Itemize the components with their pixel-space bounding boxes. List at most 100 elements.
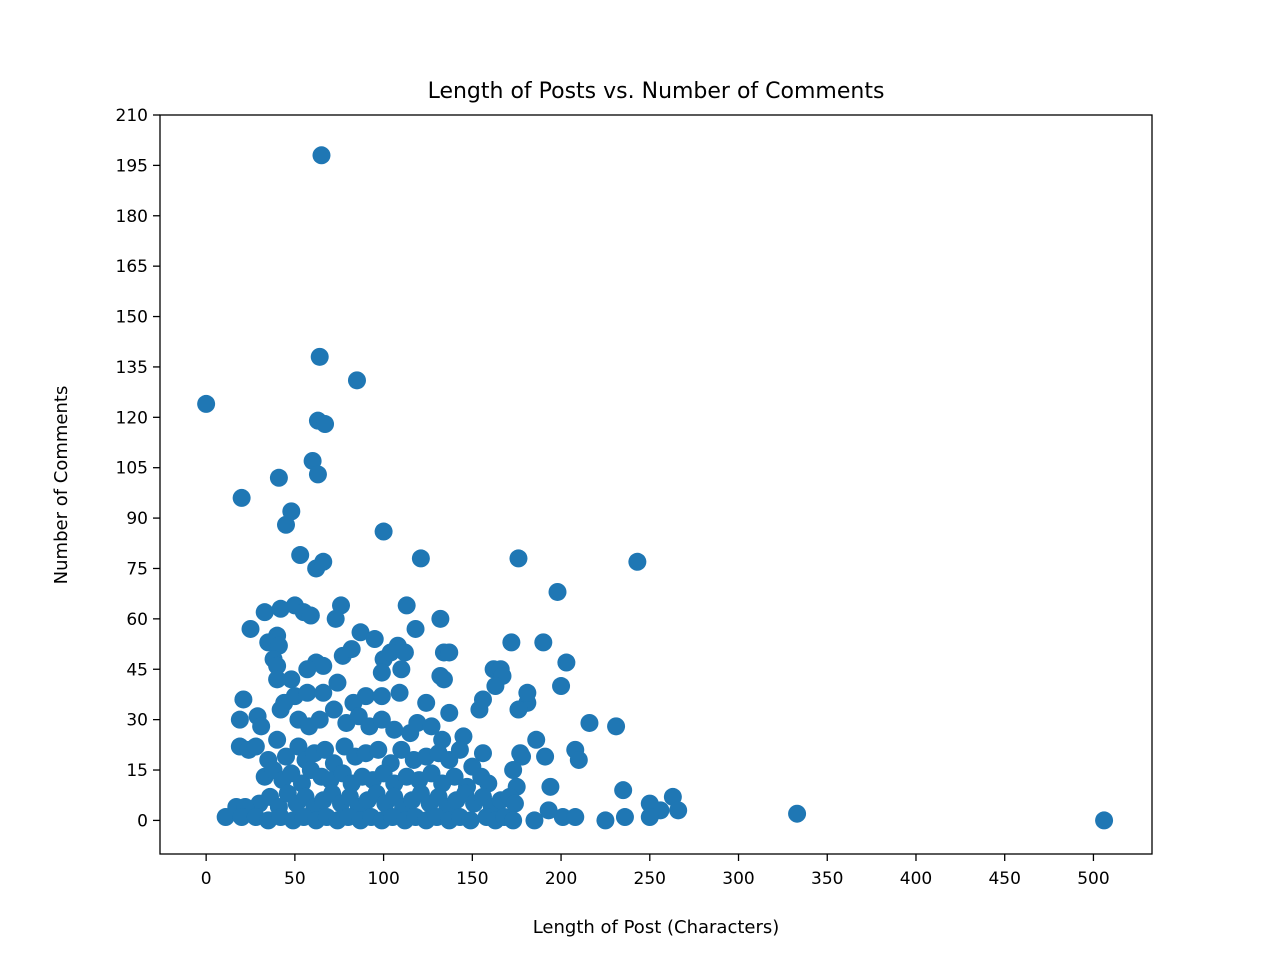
data-point <box>369 740 388 759</box>
x-tick-label: 0 <box>201 869 212 889</box>
data-point <box>513 747 532 766</box>
data-point <box>548 582 567 601</box>
data-point <box>301 606 320 625</box>
y-tick-label: 45 <box>126 660 148 680</box>
y-tick-label: 120 <box>116 408 148 428</box>
data-point <box>268 730 287 749</box>
data-point <box>509 549 528 568</box>
x-tick-label: 300 <box>722 869 754 889</box>
data-point <box>422 717 441 736</box>
data-point <box>298 683 317 702</box>
x-tick-label: 500 <box>1077 869 1109 889</box>
data-points <box>197 146 1114 830</box>
data-point <box>324 700 343 719</box>
data-point <box>788 804 807 823</box>
data-point <box>271 599 290 618</box>
data-point <box>310 347 329 366</box>
y-tick-label: 165 <box>116 257 148 277</box>
data-point <box>241 619 260 638</box>
data-point <box>557 653 576 672</box>
data-point <box>271 700 290 719</box>
data-point <box>518 683 537 702</box>
data-point <box>252 717 271 736</box>
x-tick-label: 250 <box>634 869 666 889</box>
data-point <box>291 546 310 565</box>
data-point <box>312 146 331 165</box>
data-point <box>541 777 560 796</box>
data-point <box>390 683 409 702</box>
data-point <box>234 690 253 709</box>
data-point <box>374 522 393 541</box>
data-point <box>314 656 333 675</box>
y-tick-label: 15 <box>126 761 148 781</box>
data-point <box>434 670 453 689</box>
data-point <box>473 744 492 763</box>
data-point <box>392 740 411 759</box>
data-point <box>392 660 411 679</box>
data-point <box>486 677 505 696</box>
data-point <box>406 619 425 638</box>
data-point <box>328 673 347 692</box>
data-point <box>232 808 251 827</box>
data-point <box>310 710 329 729</box>
data-point <box>268 670 287 689</box>
data-point <box>607 717 626 736</box>
y-tick-label: 180 <box>116 207 148 227</box>
data-point <box>246 737 265 756</box>
data-point <box>536 747 555 766</box>
data-point <box>282 670 301 689</box>
data-point <box>553 808 572 827</box>
data-point <box>505 794 524 813</box>
data-point <box>566 808 585 827</box>
x-axis-label: Length of Post (Characters) <box>533 917 780 938</box>
data-point <box>614 781 633 800</box>
axis-ticks: 0 50 100 150 200 250 300 350 400 450 500 0 15 30 45 60 7… <box>116 106 1110 889</box>
data-point <box>316 415 335 434</box>
data-point <box>397 596 416 615</box>
x-tick-label: 350 <box>811 869 843 889</box>
x-tick-label: 150 <box>456 869 488 889</box>
data-point <box>298 660 317 679</box>
data-point <box>509 700 528 719</box>
data-point <box>596 811 615 830</box>
data-point <box>351 623 370 642</box>
data-point <box>504 761 523 780</box>
data-point <box>445 767 464 786</box>
data-point <box>308 465 327 484</box>
x-tick-label: 200 <box>545 869 577 889</box>
data-point <box>276 747 295 766</box>
data-point <box>385 720 404 739</box>
data-point <box>347 371 366 390</box>
data-point <box>282 502 301 521</box>
y-tick-label: 90 <box>126 509 148 529</box>
y-tick-label: 75 <box>126 559 148 579</box>
x-tick-label: 100 <box>367 869 399 889</box>
data-point <box>356 687 375 706</box>
data-point <box>534 633 553 652</box>
x-tick-label: 400 <box>900 869 932 889</box>
x-tick-label: 450 <box>988 869 1020 889</box>
data-point <box>372 687 391 706</box>
data-point <box>411 549 430 568</box>
y-tick-label: 135 <box>116 358 148 378</box>
y-tick-label: 0 <box>137 811 148 831</box>
y-tick-label: 30 <box>126 711 148 731</box>
data-point <box>255 603 274 622</box>
data-point <box>525 811 544 830</box>
data-point <box>232 488 251 507</box>
data-point <box>1095 811 1114 830</box>
data-point <box>502 633 521 652</box>
data-point <box>628 552 647 571</box>
data-point <box>197 394 216 413</box>
y-tick-label: 210 <box>116 106 148 126</box>
data-point <box>365 630 384 649</box>
data-point <box>395 643 414 662</box>
data-point <box>408 713 427 732</box>
data-point <box>342 640 361 659</box>
y-axis-label: Number of Comments <box>51 386 72 585</box>
data-point <box>431 609 450 628</box>
y-tick-label: 60 <box>126 610 148 630</box>
data-point <box>615 808 634 827</box>
data-point <box>450 740 469 759</box>
